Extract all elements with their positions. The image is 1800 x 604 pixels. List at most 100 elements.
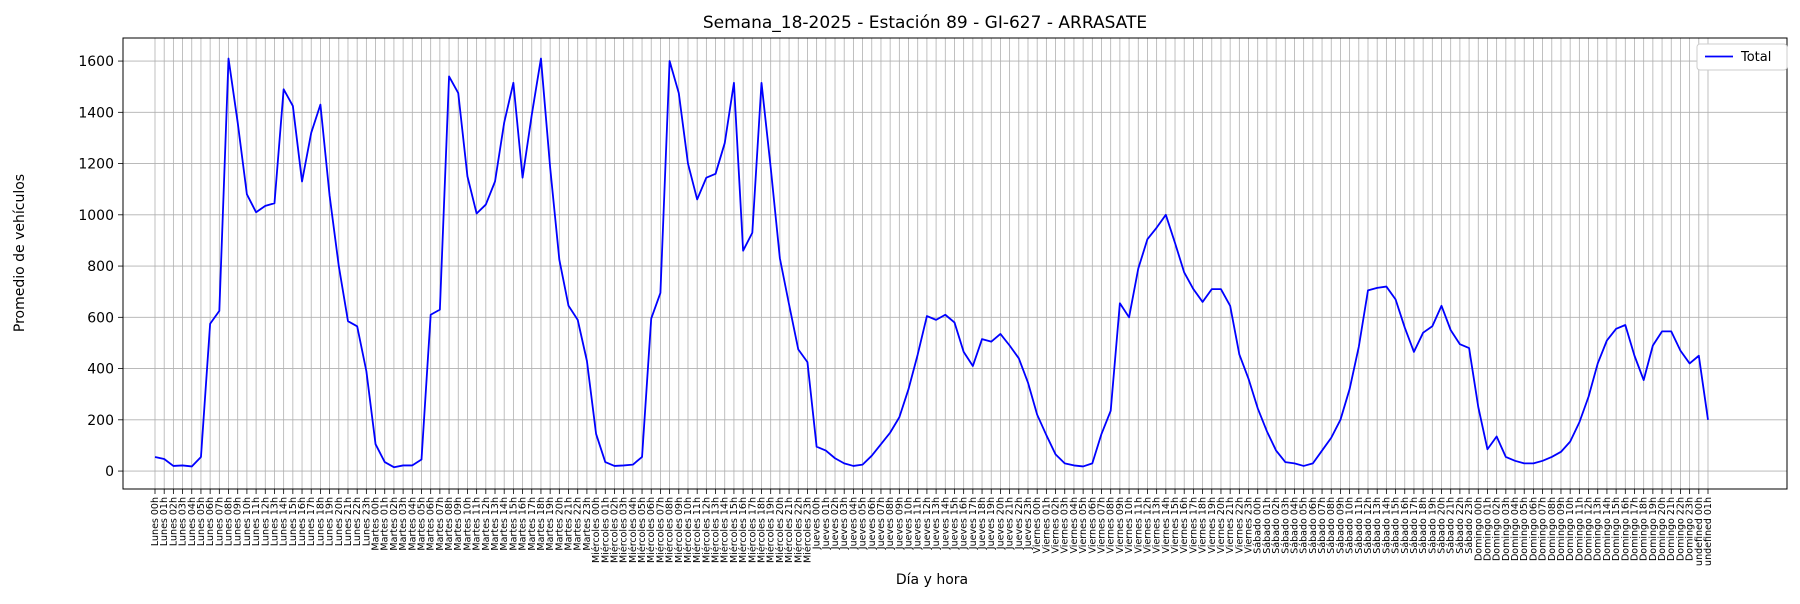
x-tick-label: Viernes 08h: [1106, 497, 1117, 553]
series-layer: [154, 57, 1709, 469]
x-tick-label: Martes 14h: [499, 497, 510, 551]
x-tick-label: Jueves 14h: [940, 497, 951, 550]
x-tick-label: Martes 22h: [573, 497, 584, 551]
x-tick-label: Miércoles 00h: [591, 497, 602, 563]
x-tick-label: Domingo 13h: [1593, 497, 1604, 561]
x-tick-label: Lunes 22h: [352, 497, 363, 546]
x-tick-label: Domingo 12h: [1584, 497, 1595, 561]
x-tick-label: Miércoles 04h: [628, 497, 639, 563]
x-tick-label: Miércoles 23h: [802, 497, 813, 563]
x-tick-label: Lunes 01h: [159, 497, 170, 546]
x-tick-label: Domingo 20h: [1657, 497, 1668, 561]
x-tick-label: Miércoles 19h: [766, 497, 777, 563]
legend: Total: [1696, 43, 1788, 71]
x-tick-label: Jueves 07h: [876, 497, 887, 550]
x-tick-label: Lunes 08h: [224, 497, 235, 546]
x-tick-label: Domingo 17h: [1629, 497, 1640, 561]
x-tick-label: Viernes 05h: [1078, 497, 1089, 553]
x-tick-label: Lunes 03h: [178, 497, 189, 546]
legend-box: [1696, 43, 1788, 71]
x-tick-label: Martes 00h: [371, 497, 382, 551]
x-tick-label: Domingo 21h: [1666, 497, 1677, 561]
x-tick-label: Miércoles 22h: [793, 497, 804, 563]
x-tick-label: Martes 06h: [426, 497, 437, 551]
x-tick-label: Sábado 07h: [1317, 497, 1328, 554]
x-tick-label: Sábado 20h: [1437, 497, 1448, 554]
x-tick-label: Domingo 18h: [1639, 497, 1650, 561]
x-tick-label: Viernes 10h: [1124, 497, 1135, 553]
x-tick-label: Martes 10h: [462, 497, 473, 551]
x-tick-label: Lunes 21h: [343, 497, 354, 546]
plot-frame: [122, 37, 1788, 490]
x-tick-label: Jueves 16h: [959, 497, 970, 550]
x-tick-label: Sábado 15h: [1391, 497, 1402, 554]
x-tick-label: Jueves 19h: [986, 497, 997, 550]
x-tick-label: Jueves 20h: [995, 497, 1006, 550]
x-tick-label: Domingo 15h: [1611, 497, 1622, 561]
series-line-total: [154, 57, 1709, 469]
x-tick-label: Sábado 04h: [1289, 497, 1300, 554]
x-tick-label: Martes 20h: [554, 497, 565, 551]
x-tick-label: Sábado 22h: [1455, 497, 1466, 554]
x-tick-label: Viernes 21h: [1225, 497, 1236, 553]
x-tick-label: Domingo 10h: [1565, 497, 1576, 561]
chart-title: Semana_18-2025 - Estación 89 - GI-627 - …: [703, 13, 1147, 33]
x-tick-label: Miércoles 09h: [674, 497, 685, 563]
x-tick-label: Martes 11h: [472, 497, 483, 551]
x-tick-label: Viernes 14h: [1161, 497, 1172, 553]
x-tick-label: Sábado 16h: [1400, 497, 1411, 554]
x-tick-label: Viernes 13h: [1152, 497, 1163, 553]
x-tick-label: Lunes 12h: [260, 497, 271, 546]
x-tick-label: Jueves 06h: [867, 497, 878, 550]
x-tick-label: Jueves 15h: [949, 497, 960, 550]
x-tick-label: Lunes 10h: [242, 497, 253, 546]
x-tick-label: Viernes 04h: [1069, 497, 1080, 553]
x-tick-label: Miércoles 15h: [729, 497, 740, 563]
x-tick-label: Martes 07h: [435, 497, 446, 551]
x-tick-label: Jueves 00h: [812, 497, 823, 550]
x-tick-label: Lunes 17h: [306, 497, 317, 546]
x-tick-label: Lunes 11h: [251, 497, 262, 546]
x-tick-label: Viernes 11h: [1133, 497, 1144, 553]
x-tick-label: Domingo 04h: [1510, 497, 1521, 561]
x-tick-label: Jueves 05h: [858, 497, 869, 550]
y-tick-label: 200: [87, 413, 114, 429]
x-tick-label: Lunes 04h: [187, 497, 198, 546]
x-tick-label: Viernes 16h: [1179, 497, 1190, 553]
x-axis-label: Día y hora: [896, 572, 968, 588]
x-tick-label: Lunes 20h: [334, 497, 345, 546]
x-tick-label: Sábado 11h: [1354, 497, 1365, 554]
x-tick-label: Miércoles 02h: [609, 497, 620, 563]
x-tick-label: Viernes 18h: [1198, 497, 1209, 553]
x-tick-label: Sábado 13h: [1372, 497, 1383, 554]
x-tick-label: Lunes 23h: [361, 497, 372, 546]
x-tick-label: Jueves 12h: [922, 497, 933, 550]
x-tick-label: Domingo 03h: [1501, 497, 1512, 561]
x-tick-label: Martes 12h: [481, 497, 492, 551]
x-tick-label: Domingo 14h: [1602, 497, 1613, 561]
x-tick-label: Miércoles 08h: [665, 497, 676, 563]
x-tick-label: Domingo 01h: [1482, 497, 1493, 561]
x-tick-label: Lunes 06h: [205, 497, 216, 546]
x-tick-label: Sábado 12h: [1363, 497, 1374, 554]
x-tick-label: Miércoles 16h: [738, 497, 749, 563]
x-tick-label: Martes 03h: [398, 497, 409, 551]
y-tick-label: 800: [87, 259, 114, 275]
x-tick-label: Miércoles 10h: [683, 497, 694, 563]
x-tick-label: Miércoles 11h: [692, 497, 703, 563]
x-tick-label: Jueves 11h: [913, 497, 924, 550]
x-tick-label: Viernes 00h: [1032, 497, 1043, 553]
x-tick-label: Domingo 09h: [1556, 497, 1567, 561]
x-tick-label: Martes 01h: [380, 497, 391, 551]
y-axis-ticks: 0 200 400 600 800 1000 1200 1400 1600: [78, 54, 123, 480]
x-tick-label: Domingo 06h: [1528, 497, 1539, 561]
x-tick-label: Viernes 06h: [1087, 497, 1098, 553]
x-tick-label: Miércoles 12h: [701, 497, 712, 563]
y-tick-label: 1400: [78, 105, 114, 121]
x-tick-label: undefined 00h: [1694, 497, 1705, 566]
x-tick-label: Lunes 14h: [279, 497, 290, 546]
x-tick-label: Martes 23h: [582, 497, 593, 551]
x-tick-label: Martes 02h: [389, 497, 400, 551]
x-tick-label: Miércoles 17h: [747, 497, 758, 563]
